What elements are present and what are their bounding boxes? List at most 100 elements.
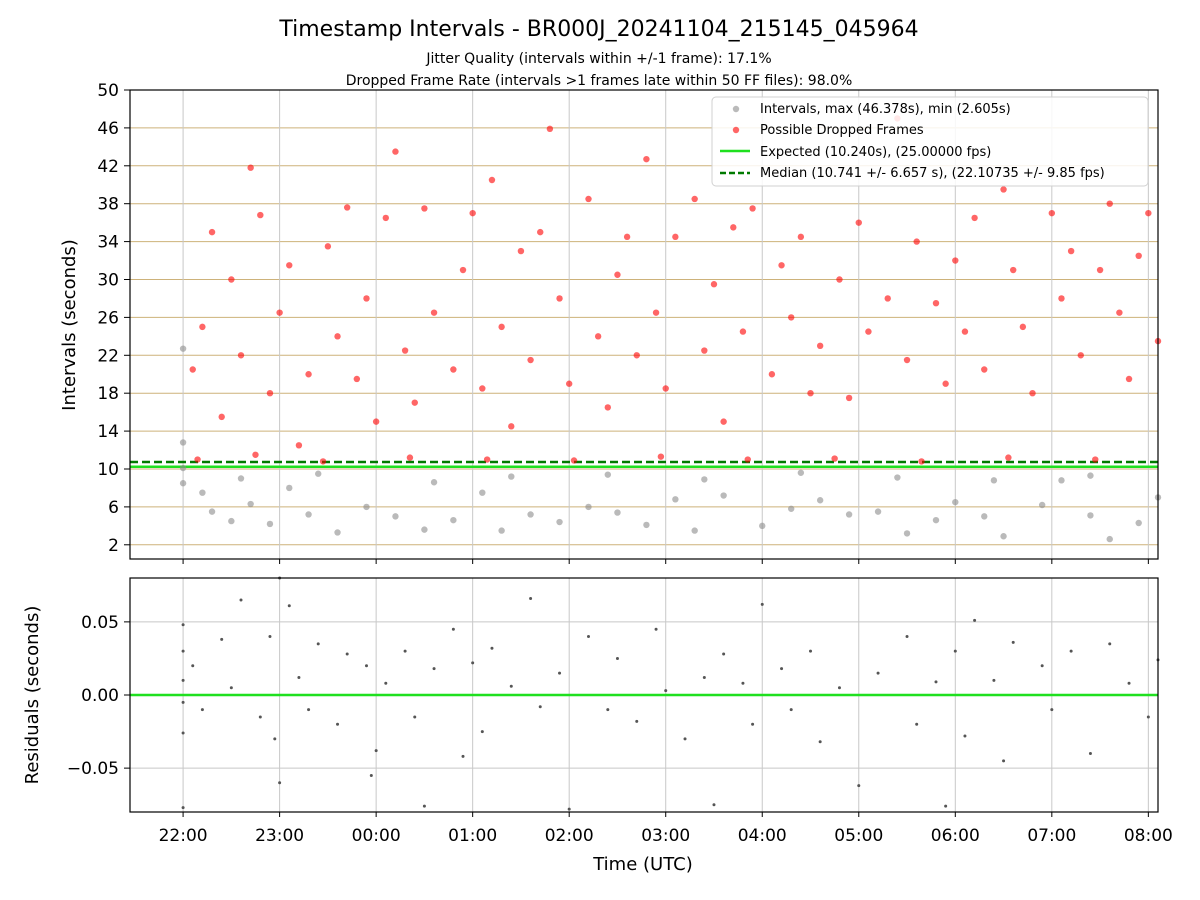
interval-point <box>1087 472 1094 479</box>
residual-point <box>384 681 388 685</box>
dropped-frame-point <box>865 328 872 335</box>
interval-point <box>701 476 708 483</box>
dropped-frame-point <box>319 458 327 465</box>
dropped-frame-point <box>1048 209 1056 217</box>
top-y-tick-label: 14 <box>97 422 119 442</box>
dropped-frame-point <box>672 233 679 241</box>
residual-point <box>268 635 272 638</box>
dropped-frame-point <box>720 418 727 425</box>
dropped-frame-point <box>691 195 698 203</box>
residual-point <box>712 803 716 807</box>
dropped-frame-point <box>633 352 640 359</box>
dropped-frame-point <box>411 399 418 406</box>
bottom-y-tick-label: 0.05 <box>81 613 119 633</box>
dropped-frame-point <box>971 214 978 222</box>
interval-point <box>672 496 679 503</box>
residual-point <box>181 623 185 627</box>
top-y-tick-label: 46 <box>97 119 119 139</box>
dropped-frame-point <box>903 356 911 364</box>
residual-point <box>1108 642 1112 646</box>
dropped-frame-point <box>401 347 409 354</box>
dropped-frame-point <box>730 224 737 231</box>
top-dropped-frame-points <box>189 115 1162 465</box>
residual-point <box>1146 715 1150 719</box>
dropped-frame-point <box>836 276 843 283</box>
dropped-frame-point <box>623 233 631 241</box>
interval-point <box>363 503 370 511</box>
residual-point <box>973 618 977 622</box>
dropped-frame-point <box>1096 266 1104 274</box>
bottom-y-ticks: 0.05 0.00 −0.05 <box>67 613 130 779</box>
dropped-frame-point <box>392 148 399 155</box>
dropped-frame-point <box>614 271 621 278</box>
interval-point <box>643 521 650 529</box>
interval-point <box>266 520 274 528</box>
residual-point <box>316 642 320 646</box>
top-x-ticks <box>182 559 1149 564</box>
interval-point <box>990 477 998 484</box>
residual-point <box>200 708 204 712</box>
residual-point <box>181 731 185 735</box>
top-y-tick-label: 34 <box>97 233 119 253</box>
interval-point <box>1038 501 1046 509</box>
interval-point <box>527 511 534 518</box>
x-tick-label: 03:00 <box>641 826 690 846</box>
dropped-frame-point <box>1092 456 1099 463</box>
residual-point <box>944 804 948 808</box>
dropped-frame-point <box>657 453 665 460</box>
x-tick-label: 22:00 <box>159 826 208 846</box>
dropped-frame-point <box>662 385 669 392</box>
dropped-frame-point <box>295 442 303 449</box>
interval-point <box>315 470 322 477</box>
dropped-frame-point <box>324 243 332 250</box>
dropped-frame-point <box>749 205 756 212</box>
dropped-frame-point <box>334 333 341 340</box>
interval-point <box>199 489 206 496</box>
legend-marker-dropped <box>732 126 740 134</box>
dropped-frame-point <box>961 328 969 335</box>
dropped-frame-point <box>382 214 389 222</box>
legend-marker-intervals <box>732 105 740 113</box>
interval-point <box>797 469 805 476</box>
interval-point <box>816 497 824 504</box>
residual-point <box>336 722 340 726</box>
dropped-frame-point <box>701 347 708 354</box>
interval-point <box>1000 533 1007 540</box>
residual-point <box>683 737 687 741</box>
interval-point <box>585 503 592 511</box>
dropped-frame-point <box>517 247 525 255</box>
interval-point <box>1135 519 1142 527</box>
interval-point <box>614 509 621 516</box>
dropped-frame-point <box>932 299 940 307</box>
residual-point <box>220 637 224 641</box>
interval-point <box>874 508 882 515</box>
residual-point <box>1069 649 1073 653</box>
interval-point <box>604 471 612 478</box>
top-y-tick-label: 2 <box>108 536 119 556</box>
top-y-tick-label: 22 <box>97 346 119 366</box>
dropped-frame-point <box>199 323 206 331</box>
dropped-frame-point <box>884 295 891 302</box>
dropped-frame-point <box>1135 252 1142 260</box>
interval-point <box>691 527 698 534</box>
dropped-frame-point <box>556 295 563 302</box>
residual-point <box>664 689 668 693</box>
residual-point <box>818 740 822 744</box>
dropped-frame-point <box>1145 209 1152 217</box>
dropped-frame-point <box>257 211 264 219</box>
interval-point <box>430 479 438 486</box>
residual-point <box>307 708 311 712</box>
dropped-frame-point <box>565 380 573 387</box>
top-plot-frame <box>129 89 1159 560</box>
residual-point <box>181 678 185 682</box>
interval-point <box>179 345 187 352</box>
dropped-frame-point <box>918 458 925 465</box>
top-y-axis-label: Intervals (seconds) <box>59 239 80 411</box>
x-tick-label: 07:00 <box>1027 826 1076 846</box>
interval-point <box>392 513 399 520</box>
residual-point <box>181 649 185 653</box>
dropped-frame-point <box>508 423 515 430</box>
residual-point <box>258 715 262 719</box>
x-tick-label: 08:00 <box>1124 826 1173 846</box>
interval-point <box>932 516 940 524</box>
